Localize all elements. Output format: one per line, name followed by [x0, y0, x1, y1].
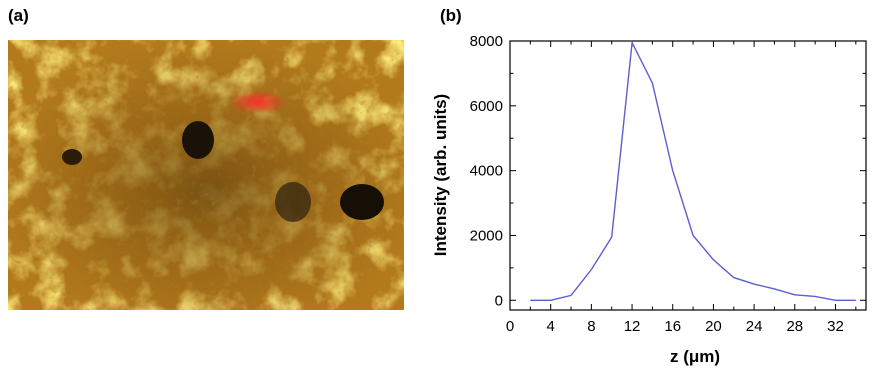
micrograph-image — [8, 40, 404, 310]
x-tick-label: 24 — [746, 318, 763, 335]
y-axis-label: Intensity (arb. units) — [431, 94, 450, 256]
y-tick-label: 2000 — [470, 227, 503, 244]
plot-frame — [509, 40, 867, 311]
intensity-series-line — [530, 40, 856, 301]
y-tick-label: 0 — [495, 292, 503, 309]
x-tick-label: 0 — [506, 318, 514, 335]
x-tick-label: 28 — [786, 318, 803, 335]
y-tick-label: 4000 — [470, 163, 503, 180]
x-tick-label: 8 — [587, 318, 595, 335]
y-tick-label: 6000 — [470, 98, 503, 115]
panel-a-label: (a) — [8, 6, 29, 25]
x-axis-label: z (μm) — [670, 347, 720, 366]
x-tick-label: 4 — [547, 318, 555, 335]
x-tick-label: 32 — [827, 318, 844, 335]
chart-axes — [509, 40, 867, 311]
x-tick-label: 16 — [664, 318, 681, 335]
x-tick-label: 12 — [624, 318, 641, 335]
x-tick-label: 20 — [705, 318, 722, 335]
chart-ticks: 0 4 8 12 16 20 24 28 32 0 2000 4000 6000 8000 — [470, 33, 866, 335]
panel-b-label: (b) — [440, 6, 462, 25]
y-tick-label: 8000 — [470, 33, 503, 50]
